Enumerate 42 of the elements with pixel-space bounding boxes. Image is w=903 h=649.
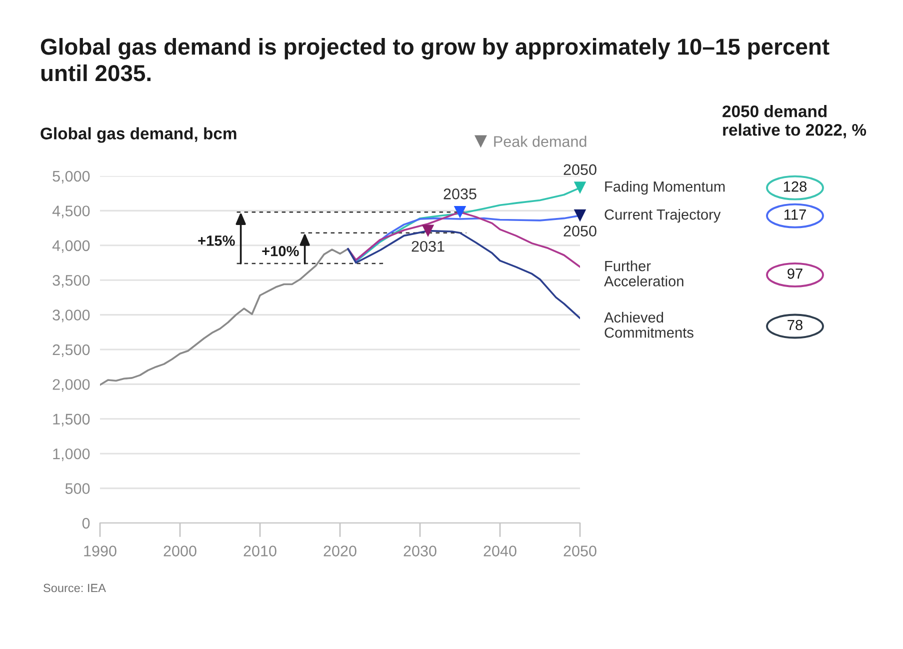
y-tick-label: 0: [82, 518, 90, 529]
text: 2050 demand relative to 2022, %: [722, 105, 866, 138]
point: [454, 206, 466, 218]
chart-title: Global gas demand is projected to grow by approximately 10–15 percent until 2035.: [40, 38, 830, 82]
y-tick-label: 500: [65, 483, 90, 494]
x-tick-label: 2000: [164, 546, 196, 556]
text: Peak demand: [494, 136, 586, 147]
annotation: +10%: [262, 246, 299, 256]
y-tick-label: 1,000: [53, 448, 90, 462]
x-tick-label: 2020: [324, 546, 356, 556]
x-tick-label: 2050: [564, 546, 596, 556]
data-label: 78: [788, 320, 802, 330]
y-tick-label: 3,500: [52, 274, 90, 288]
x-tick-label: 2030: [404, 546, 436, 556]
annotation: 2050: [564, 226, 596, 236]
y-tick-label: 4,500: [52, 206, 90, 218]
x-tick-label: 2040: [484, 546, 516, 556]
point: [422, 224, 434, 237]
x-tick-label: 2010: [244, 546, 276, 556]
y-tick-label: 2,000: [52, 379, 90, 392]
annotation: +15%: [198, 236, 235, 246]
y-tick-label: 3,000: [52, 310, 90, 322]
annotation: 2031: [412, 240, 444, 252]
annotation: 2050: [564, 164, 596, 176]
y-axis-title: Global gas demand, bcm: [40, 127, 236, 143]
data-label: 97: [788, 268, 802, 279]
point: [574, 182, 586, 194]
source-note: Source: IEA: [44, 584, 106, 592]
annotation: 2035: [444, 188, 476, 200]
y-tick-label: 2,500: [52, 344, 90, 357]
y-tick-label: 1,500: [53, 414, 90, 426]
category-label: Current Trajectory: [604, 209, 721, 223]
data-label: 128: [784, 181, 807, 192]
category-label: Achieved Commitments: [604, 312, 694, 338]
category-label: Fading Momentum: [605, 181, 725, 195]
data-label: 117: [784, 210, 806, 220]
line-series: [100, 248, 349, 386]
x-tick-label: 1990: [84, 546, 116, 556]
y-tick-label: 4,000: [52, 240, 90, 253]
point: [574, 209, 586, 222]
y-tick-label: 5,000: [52, 170, 90, 184]
category-label: Further Acceleration: [604, 260, 684, 286]
